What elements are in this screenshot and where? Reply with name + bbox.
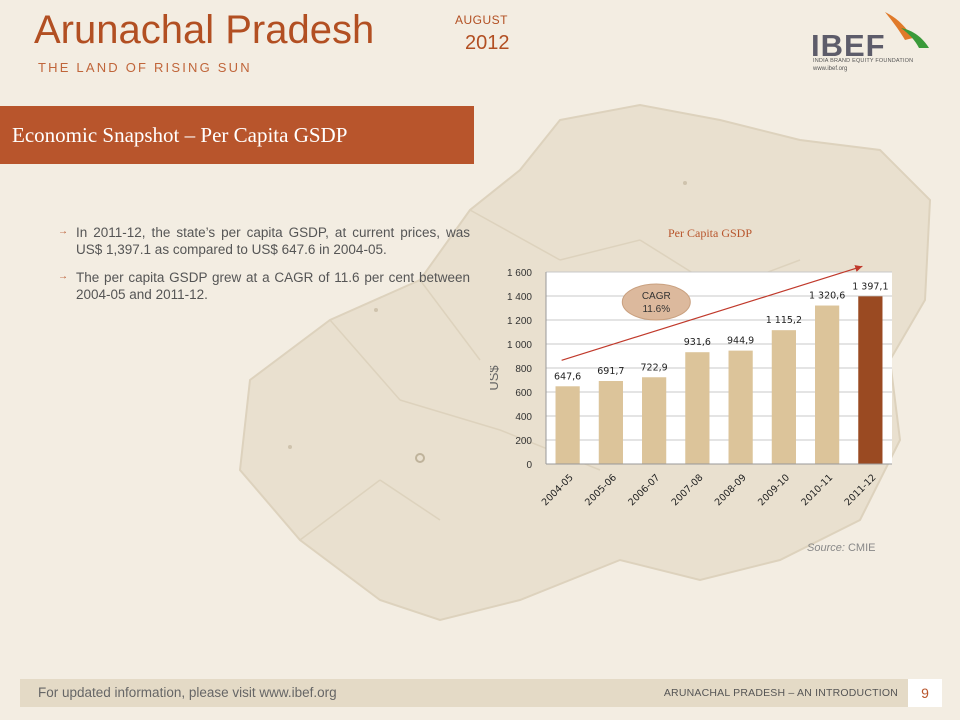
data-label: 722,9 (641, 362, 668, 373)
y-tick-label: 800 (515, 364, 532, 375)
chart-title: Per Capita GSDP (668, 226, 752, 240)
arrow-right-icon: → (58, 271, 68, 282)
x-tick-label: 2009-10 (756, 472, 792, 508)
x-tick-label: 2008-09 (713, 472, 749, 508)
data-label: 931,6 (684, 337, 711, 348)
report-year: 2012 (465, 32, 510, 54)
y-tick-label: 0 (526, 460, 532, 471)
data-label: 1 115,2 (766, 315, 802, 326)
logo-tagline: INDIA BRAND EQUITY FOUNDATION (813, 58, 914, 64)
per-capita-gsdp-chart: 0 200 400 600 800 1 000 1 200 1 400 1 600 US$ 647,… (490, 265, 892, 508)
bullet-list: → In 2011-12, the state’s per capita GSD… (58, 225, 470, 315)
source-label: Source: (807, 542, 845, 554)
x-tick-label: 2011-12 (843, 472, 879, 508)
data-label: 1 397,1 (852, 281, 888, 292)
header: Arunachal Pradesh THE LAND OF RISING SUN… (0, 0, 960, 96)
y-tick-label: 400 (515, 412, 532, 423)
bar (555, 386, 580, 464)
x-tick-label: 2005-06 (583, 472, 619, 508)
x-tick-label: 2010-11 (799, 472, 835, 508)
y-tick-label: 1 600 (507, 268, 532, 279)
x-tick-label: 2007-08 (670, 472, 706, 508)
cagr-bubble (621, 283, 691, 321)
section-title: Economic Snapshot – Per Capita GSDP (12, 123, 348, 147)
logo-name: IBEF (811, 28, 886, 63)
y-tick-label: 1 400 (507, 292, 532, 303)
bar (771, 330, 796, 464)
page-subtitle: THE LAND OF RISING SUN (38, 60, 252, 75)
cagr-label: CAGR (642, 291, 671, 302)
report-month: AUGUST (455, 13, 509, 27)
bullet-item: → In 2011-12, the state’s per capita GSD… (58, 225, 470, 258)
source-value: CMIE (847, 542, 876, 554)
bar (685, 352, 710, 464)
bullet-text: In 2011-12, the state’s per capita GSDP,… (76, 225, 470, 257)
x-tick-label: 2004-05 (540, 472, 576, 508)
data-label: 691,7 (597, 366, 624, 377)
bullet-text: The per capita GSDP grew at a CAGR of 11… (76, 270, 470, 302)
data-label: 647,6 (554, 371, 581, 382)
source-note: Source: CMIE (807, 542, 875, 554)
bar (728, 350, 753, 464)
bar (858, 296, 883, 464)
footer: For updated information, please visit ww… (20, 679, 942, 707)
bar (598, 380, 623, 464)
footer-link-text[interactable]: For updated information, please visit ww… (38, 685, 337, 700)
x-tick-label: 2006-07 (626, 472, 662, 508)
y-tick-label: 1 000 (507, 340, 532, 351)
logo-url: www.ibef.org (813, 66, 848, 72)
arrow-right-icon: → (58, 226, 68, 237)
section-header-bar: Economic Snapshot – Per Capita GSDP (0, 106, 474, 164)
data-label: 1 320,6 (809, 291, 845, 302)
bullet-item: → The per capita GSDP grew at a CAGR of … (58, 270, 470, 303)
y-tick-label: 600 (515, 388, 532, 399)
bar (642, 377, 667, 464)
y-tick-label: 1 200 (507, 316, 532, 327)
y-axis-label: US$ (490, 365, 501, 391)
ibef-logo-icon (885, 12, 929, 48)
cagr-value: 11.6% (642, 304, 670, 315)
y-tick-label: 200 (515, 436, 532, 447)
footer-section-label: ARUNACHAL PRADESH – AN INTRODUCTION (663, 687, 898, 699)
page-title: Arunachal Pradesh (34, 8, 375, 52)
page-number: 9 (908, 679, 942, 707)
bar (815, 305, 840, 464)
data-label: 944,9 (727, 336, 754, 347)
cagr-trend-arrow (561, 265, 863, 361)
